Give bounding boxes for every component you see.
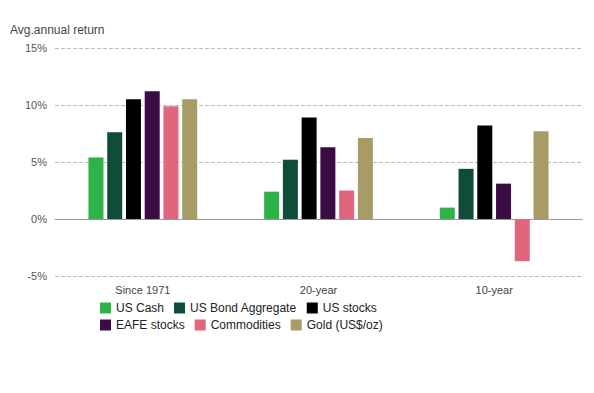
svg-text:-5%: -5% [27, 270, 47, 282]
svg-text:Commodities: Commodities [211, 318, 281, 332]
svg-text:Avg.annual return: Avg.annual return [10, 23, 105, 37]
svg-text:5%: 5% [31, 156, 47, 168]
svg-text:US stocks: US stocks [323, 301, 377, 315]
svg-text:Gold (US$/oz): Gold (US$/oz) [307, 318, 383, 332]
svg-text:Since 1971: Since 1971 [115, 284, 170, 296]
svg-text:0%: 0% [31, 213, 47, 225]
svg-text:20-year: 20-year [300, 284, 338, 296]
svg-text:EAFE stocks: EAFE stocks [116, 318, 185, 332]
svg-text:10-year: 10-year [476, 284, 514, 296]
svg-text:10%: 10% [25, 99, 47, 111]
svg-text:US Bond Aggregate: US Bond Aggregate [190, 301, 296, 315]
svg-text:US Cash: US Cash [116, 301, 164, 315]
svg-text:15%: 15% [25, 42, 47, 54]
